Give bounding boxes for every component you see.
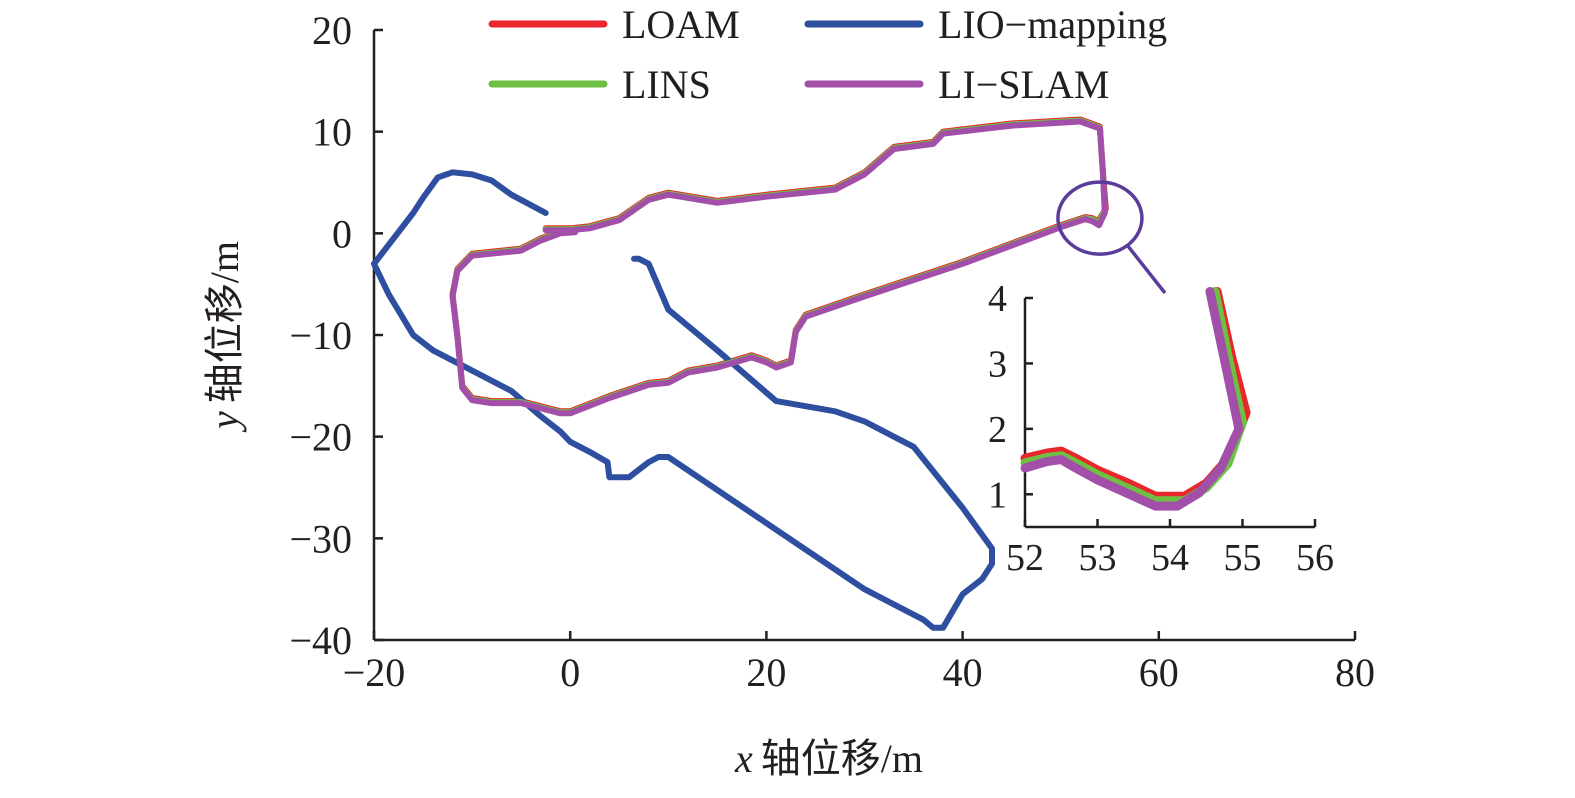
y-tick-label: 20 <box>312 8 352 53</box>
y-tick-label: 0 <box>332 211 352 256</box>
zoom-highlight <box>1056 180 1167 295</box>
y-axis-title: y 轴位移/m <box>202 241 247 433</box>
inset-y-tick-label: 1 <box>988 474 1007 516</box>
y-tick-label: −20 <box>289 415 352 460</box>
x-tick-label: 80 <box>1335 650 1375 695</box>
series-line-li-slam <box>449 118 1108 417</box>
x-tick-label: 60 <box>1139 650 1179 695</box>
x-tick-label: 20 <box>746 650 786 695</box>
inset-y-tick-label: 2 <box>988 409 1007 451</box>
x-axis-text: 轴位移/m <box>761 736 923 781</box>
inset-chart: 52 53 54 55 56 1 2 3 4 <box>988 278 1334 579</box>
inset-x-tick-label: 52 <box>1006 537 1044 579</box>
inset-y-tick-label: 3 <box>988 343 1007 385</box>
inset-x-tick-label: 56 <box>1296 537 1334 579</box>
legend-label-loam: LOAM <box>622 2 740 47</box>
inset-x-tick-label: 55 <box>1224 537 1262 579</box>
legend-label-lio-mapping: LIO−mapping <box>938 2 1167 47</box>
x-tick-label: 0 <box>560 650 580 695</box>
y-tick-label: −40 <box>289 618 352 663</box>
inset-x-tick-label: 53 <box>1079 537 1117 579</box>
main-ticks: −20 0 20 40 60 80 −40 −30 −20 −10 0 10 20 <box>289 8 1375 695</box>
inset-series-line-li-slam <box>1020 287 1244 511</box>
legend: LOAM LIO−mapping LINS LI−SLAM <box>488 2 1167 107</box>
inset-x-tick-label: 54 <box>1151 537 1189 579</box>
y-axis-text: 轴位移/m <box>202 241 247 403</box>
main-axes: −20 0 20 40 60 80 −40 −30 −20 −10 0 10 20 <box>289 8 1375 695</box>
series-line-lio-mapping <box>371 169 995 631</box>
zoom-connector-line <box>1126 244 1167 295</box>
x-axis-title: x 轴位移/m <box>734 736 923 781</box>
inset-series-line-lins <box>1020 287 1247 506</box>
x-tick-label: 40 <box>943 650 983 695</box>
y-tick-label: 10 <box>312 110 352 155</box>
legend-label-lins: LINS <box>622 62 711 107</box>
main-traces <box>371 116 1109 631</box>
inset-ticks: 52 53 54 55 56 1 2 3 4 <box>988 278 1334 579</box>
x-tick-label: −20 <box>343 650 406 695</box>
y-tick-label: −30 <box>289 516 352 561</box>
x-axis-var: x <box>734 736 753 781</box>
inset-y-tick-label: 4 <box>988 278 1007 320</box>
y-axis-var: y <box>202 411 247 433</box>
inset-traces <box>1020 287 1251 511</box>
y-tick-label: −10 <box>289 313 352 358</box>
legend-label-li-slam: LI−SLAM <box>938 62 1109 107</box>
zoom-highlight-ellipse <box>1056 180 1144 256</box>
